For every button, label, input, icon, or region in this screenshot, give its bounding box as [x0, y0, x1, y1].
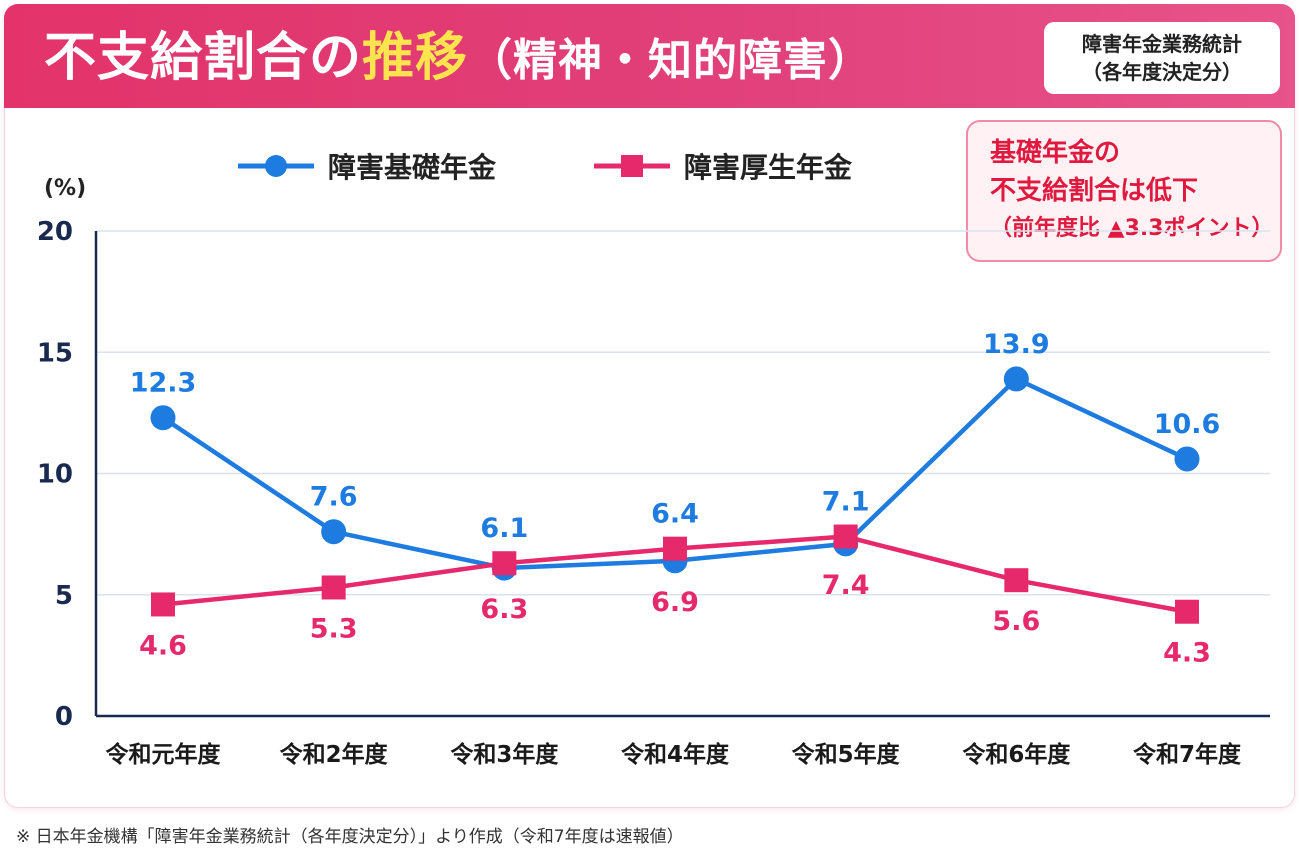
- point-employee: [1004, 568, 1029, 593]
- title-highlight: 推移: [362, 28, 469, 88]
- data-label-employee: 5.3: [310, 613, 358, 644]
- point-employee: [492, 551, 517, 576]
- data-label-basic: 6.4: [651, 499, 699, 530]
- header-banner: 不支給割合の推移（精神・知的障害） 障害年金業務統計 （各年度決定分）: [4, 4, 1295, 108]
- x-tick-label: 令和4年度: [621, 741, 730, 768]
- callout-line-3: （前年度比 ▲3.3ポイント）: [990, 216, 1274, 241]
- y-tick-label: 20: [37, 217, 73, 247]
- source-line-1: 障害年金業務統計: [1082, 32, 1242, 56]
- point-basic: [150, 405, 176, 431]
- data-label-employee: 4.6: [139, 630, 187, 661]
- page-title: 不支給割合の推移（精神・知的障害）: [44, 18, 873, 98]
- y-tick-label: 10: [37, 460, 73, 490]
- data-label-employee: 4.3: [1163, 638, 1211, 669]
- legend-marker-square-icon: [594, 155, 670, 177]
- point-basic: [1174, 446, 1200, 472]
- data-label-employee: 7.4: [822, 570, 870, 601]
- callout-box: 基礎年金の 不支給割合は低下 （前年度比 ▲3.3ポイント）: [966, 120, 1282, 262]
- footnote: ※ 日本年金機構「障害年金業務統計（各年度決定分）」より作成（令和7年度は速報値…: [16, 827, 684, 847]
- point-basic: [321, 519, 347, 545]
- legend-label-employee: 障害厚生年金: [684, 151, 853, 184]
- x-tick-label: 令和5年度: [792, 741, 901, 768]
- data-label-basic: 7.6: [310, 482, 358, 513]
- title-main: 不支給割合の: [44, 28, 363, 88]
- data-label-employee: 5.6: [992, 606, 1040, 637]
- y-tick-label: 15: [37, 338, 73, 368]
- source-badge: 障害年金業務統計 （各年度決定分）: [1044, 22, 1280, 94]
- y-tick-label: 5: [55, 581, 73, 611]
- x-tick-label: 令和7年度: [1133, 741, 1242, 768]
- point-employee: [321, 575, 346, 600]
- point-basic: [1003, 366, 1029, 392]
- legend-item-basic: 障害基礎年金: [236, 144, 496, 188]
- source-line-2: （各年度決定分）: [1082, 60, 1242, 84]
- data-label-basic: 13.9: [983, 329, 1050, 360]
- y-tick-label: 0: [55, 702, 73, 732]
- data-label-employee: 6.3: [480, 594, 528, 625]
- legend-item-employee: 障害厚生年金: [592, 144, 852, 188]
- title-subtitle: （精神・知的障害）: [468, 35, 874, 86]
- x-tick-label: 令和6年度: [962, 741, 1071, 768]
- chart-card: 不支給割合の推移（精神・知的障害） 障害年金業務統計 （各年度決定分） 基礎年金…: [4, 4, 1295, 808]
- point-employee: [663, 536, 687, 561]
- data-label-basic: 6.1: [480, 513, 528, 544]
- point-employee: [151, 592, 175, 617]
- x-tick-label: 令和2年度: [280, 741, 389, 768]
- legend-marker-circle-icon: [238, 155, 314, 177]
- point-employee: [833, 524, 858, 549]
- legend-label-basic: 障害基礎年金: [328, 151, 497, 184]
- callout-line-2: 不支給割合は低下: [990, 176, 1199, 206]
- x-tick-label: 令和3年度: [450, 741, 559, 768]
- data-label-basic: 12.3: [130, 368, 197, 399]
- y-axis-unit: (%): [44, 176, 87, 201]
- data-label-basic: 10.6: [1154, 409, 1221, 440]
- x-tick-label: 令和元年度: [106, 741, 222, 768]
- point-employee: [1175, 599, 1199, 624]
- data-label-basic: 7.1: [822, 487, 870, 518]
- data-label-employee: 6.9: [651, 587, 699, 618]
- callout-line-1: 基礎年金の: [990, 138, 1121, 168]
